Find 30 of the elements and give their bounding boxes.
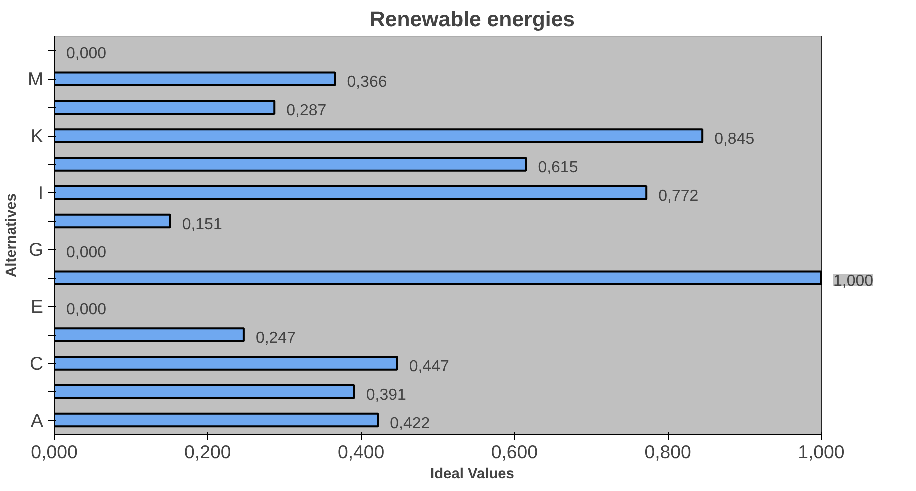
data-label: 0,615 (538, 159, 578, 176)
data-label: 0,247 (256, 330, 296, 347)
y-tick-label: G (28, 239, 44, 260)
data-label: 0,151 (182, 216, 222, 234)
data-label: 0,000 (66, 244, 107, 262)
x-tick-label: 0,000 (31, 442, 78, 462)
y-axis-title: Alternatives (4, 194, 20, 278)
data-label: 0,772 (658, 188, 699, 205)
chart-title: Renewable energies (370, 8, 576, 32)
data-label: 0,287 (286, 102, 327, 120)
y-tick-label: K (31, 126, 44, 146)
data-label: 0,000 (66, 46, 107, 63)
x-tick-label: 0,400 (338, 442, 385, 462)
data-label: 0,447 (409, 358, 450, 376)
data-label: 0,845 (714, 131, 755, 148)
x-tick-label: 0,800 (644, 442, 692, 462)
y-tick-label: M (28, 68, 44, 90)
x-tick-label: 1,000 (798, 442, 845, 462)
x-tick-label: 0,600 (491, 442, 538, 462)
y-tick-label: C (30, 352, 44, 374)
y-tick-label: E (31, 296, 44, 318)
data-label: 1,000 (833, 273, 874, 290)
x-axis-title: Ideal Values (430, 466, 514, 482)
data-label: 0,000 (66, 302, 107, 319)
data-label: 0,366 (347, 74, 388, 92)
data-label: 0,391 (366, 386, 407, 404)
data-label: 0,422 (390, 415, 430, 432)
y-tick-label: A (31, 410, 44, 431)
y-tick-label: I (38, 182, 44, 204)
x-tick-label: 0,200 (184, 442, 232, 462)
